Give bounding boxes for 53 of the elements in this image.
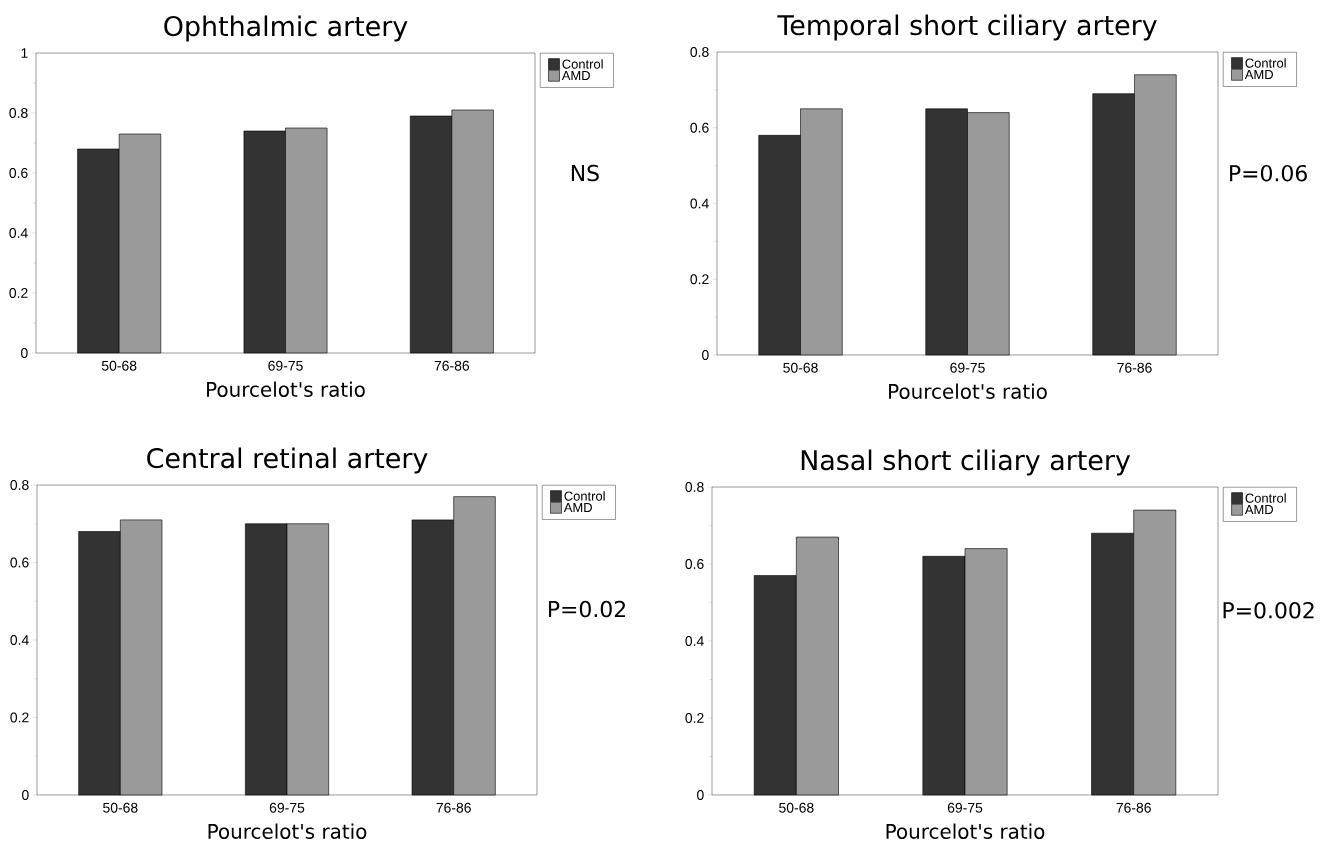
x-axis-title: Pourcelot's ratio [208,823,367,839]
legend-label: Control [1245,493,1286,503]
x-tick-label: 76-86 [1116,802,1151,813]
y-tick-label: 0.6 [10,557,29,568]
legend-label: Control [1245,58,1286,68]
legend-label: AMD [1244,505,1274,514]
y-tick-label: 0.4 [690,198,709,209]
text: P=0.02 [548,600,625,618]
x-tick-label: 69-75 [269,802,305,813]
y-tick-label: 0.8 [685,482,704,492]
y-tick-label: 0.8 [9,108,28,118]
x-axis-title: Pourcelot's ratio [889,383,1047,399]
x-tick-label: 76-86 [434,360,470,371]
y-tick-label: 0.2 [10,712,29,723]
y-tick-label: 0.6 [690,122,709,133]
x-tick-label: 69-75 [947,802,983,813]
legend-label: AMD [563,503,592,512]
x-tick-label: 50-68 [779,802,814,813]
x-tick-label: 76-86 [436,802,471,813]
legend-label: AMD [1244,70,1273,79]
chart-title: Nasal short ciliary artery [801,449,1131,476]
text: P=0.06 [1230,164,1307,182]
chart-title: Temporal short ciliary artery [777,14,1157,41]
x-tick-label: 50-68 [783,362,818,373]
y-tick-label: 0 [702,350,709,360]
y-tick-label: 0.2 [685,713,704,723]
legend-label: Control [564,491,605,501]
legend-label: AMD [561,71,590,80]
y-tick-label: 0.2 [690,274,709,285]
y-tick-label: 0 [697,790,704,800]
y-tick-label: 0.4 [9,228,28,238]
text: P=0.002 [1223,601,1314,619]
x-tick-label: 76-86 [1117,362,1152,373]
chart-title: Central retinal artery [147,447,428,474]
x-axis-title: Pourcelot's ratio [207,381,365,397]
y-tick-label: 0.6 [9,168,28,178]
legend-label: Control [562,59,603,69]
text: NS [571,164,599,182]
y-tick-label: 0 [21,348,28,358]
y-tick-label: 0 [22,790,29,800]
x-tick-label: 50-68 [101,360,137,371]
x-tick-label: 50-68 [103,802,138,813]
x-tick-label: 69-75 [950,362,985,373]
y-tick-label: 0.8 [690,47,709,57]
y-tick-label: 1 [21,48,28,58]
chart-title: Ophthalmic artery [164,15,408,42]
y-tick-label: 0.8 [10,480,29,490]
y-tick-label: 0.6 [685,559,704,569]
y-tick-label: 0.2 [9,288,28,298]
y-tick-label: 0.4 [10,635,29,645]
y-tick-label: 0.4 [685,636,704,646]
x-axis-title: Pourcelot's ratio [886,823,1045,839]
x-tick-label: 69-75 [268,360,303,371]
